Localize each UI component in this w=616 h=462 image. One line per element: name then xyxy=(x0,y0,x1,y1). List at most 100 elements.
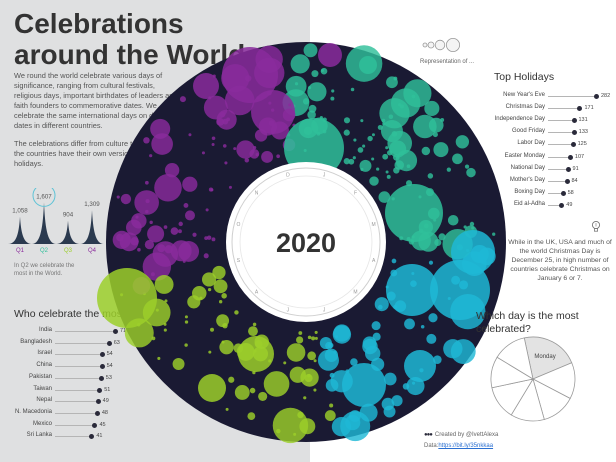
country-label: Israel xyxy=(37,350,52,357)
ring-dial-inner xyxy=(239,175,373,309)
country-label: Pakistan xyxy=(28,373,52,380)
holiday-bubble xyxy=(329,372,335,378)
holiday-bubble xyxy=(426,333,437,344)
month-tick-label: A xyxy=(372,258,376,264)
holiday-dot xyxy=(565,166,571,172)
holiday-bubble xyxy=(163,328,167,332)
holiday-bubble xyxy=(420,325,425,329)
holiday-bubble xyxy=(333,324,351,342)
holiday-bubble xyxy=(188,133,192,137)
holiday-bubble xyxy=(469,221,475,227)
quarter-highlight-ring xyxy=(32,188,56,207)
holiday-bubble xyxy=(428,117,444,133)
holiday-bubble xyxy=(386,174,391,179)
holiday-bubble xyxy=(455,135,470,149)
holiday-dot xyxy=(567,154,573,160)
data-source-link[interactable]: https://bit.ly/35nkkaa xyxy=(438,443,494,449)
country-label: China xyxy=(36,362,52,369)
intro-paragraph-1: We round the world celebrate various day… xyxy=(14,71,178,130)
holiday-bubble xyxy=(428,313,438,323)
holiday-bubble xyxy=(234,310,239,315)
ring-dial xyxy=(231,167,381,317)
country-dot xyxy=(99,364,105,370)
country-dot xyxy=(89,434,95,440)
page-title: Celebrations around the World xyxy=(14,8,246,70)
holiday-bubble xyxy=(112,230,131,249)
holiday-bubble-large xyxy=(342,363,386,407)
holiday-bubble xyxy=(216,314,230,328)
holiday-bubble-large xyxy=(238,336,274,372)
holiday-bubble xyxy=(263,371,290,397)
holiday-value: 91 xyxy=(572,165,579,172)
holiday-bubble xyxy=(466,167,476,178)
holiday-bubble xyxy=(308,104,317,113)
holiday-bubble xyxy=(247,412,256,421)
country-bar xyxy=(55,412,97,414)
country-value: 51 xyxy=(104,386,111,393)
holiday-label: New Year's Eve xyxy=(503,92,545,98)
holiday-value: 58 xyxy=(567,189,574,196)
month-tick-label: F xyxy=(354,191,357,197)
holiday-bubble xyxy=(116,195,120,199)
holiday-value: 125 xyxy=(577,141,587,148)
holiday-bubble xyxy=(296,336,304,344)
holiday-bubble xyxy=(233,147,237,151)
holiday-bubble xyxy=(152,241,179,267)
holiday-bubble-large xyxy=(404,350,436,382)
holiday-bubble xyxy=(236,140,255,159)
holiday-bubble xyxy=(149,154,153,158)
holiday-bubble xyxy=(182,259,186,263)
holiday-bubble xyxy=(371,133,375,137)
country-value: 54 xyxy=(106,351,113,358)
holiday-label: National Day xyxy=(510,164,545,171)
country-bar xyxy=(55,377,101,379)
holiday-bubble xyxy=(178,229,182,234)
country-label: Sri Lanka xyxy=(26,432,52,439)
holiday-value: 133 xyxy=(578,129,588,136)
country-bar xyxy=(55,354,102,356)
holiday-bubble-large xyxy=(193,73,219,99)
country-label: Nepal xyxy=(36,397,52,404)
holiday-bubble xyxy=(286,343,306,362)
holiday-bubble xyxy=(303,43,318,58)
holiday-bubble xyxy=(421,146,431,156)
holiday-bubble xyxy=(319,116,323,120)
legend-bubble xyxy=(434,39,446,51)
holiday-bubble xyxy=(428,260,434,265)
center-year-label: 2020 xyxy=(276,228,336,258)
holiday-bubble xyxy=(150,118,171,139)
country-value: 41 xyxy=(96,433,103,440)
holiday-bubble xyxy=(362,144,366,148)
holiday-bubble-large xyxy=(359,56,377,74)
holiday-bubble xyxy=(391,395,403,407)
which-heading: Which day is the most celebrated? xyxy=(476,310,579,335)
holiday-bubble xyxy=(329,403,334,408)
holiday-bubble xyxy=(178,221,183,227)
holiday-label: Good Friday xyxy=(511,128,545,135)
holiday-bubble xyxy=(201,151,205,155)
holiday-bubble xyxy=(157,356,161,360)
month-tick-label: J xyxy=(323,172,326,178)
holiday-bubble xyxy=(225,407,229,411)
quarter-peak-q1 xyxy=(8,216,32,244)
holiday-value: 49 xyxy=(566,201,573,208)
holiday-bubble xyxy=(144,239,155,250)
country-label: Taiwan xyxy=(33,385,52,392)
holiday-bubble xyxy=(404,318,415,330)
holiday-bubble-large xyxy=(385,184,443,242)
holiday-bubble xyxy=(313,359,317,363)
quarter-value-label: 1,058 xyxy=(12,208,28,215)
holiday-bar xyxy=(548,180,567,182)
holiday-bubble xyxy=(357,147,364,153)
holiday-bubble xyxy=(443,339,463,359)
holiday-bubble-large xyxy=(386,264,438,316)
holiday-bubble xyxy=(317,349,339,371)
holiday-bubble xyxy=(254,129,268,142)
country-value: 49 xyxy=(102,398,109,405)
holiday-bubble xyxy=(452,153,463,165)
holiday-bubble xyxy=(151,133,173,155)
holiday-bubble xyxy=(343,117,351,124)
holiday-bubble xyxy=(345,414,361,431)
month-tick-label: A xyxy=(255,289,259,295)
